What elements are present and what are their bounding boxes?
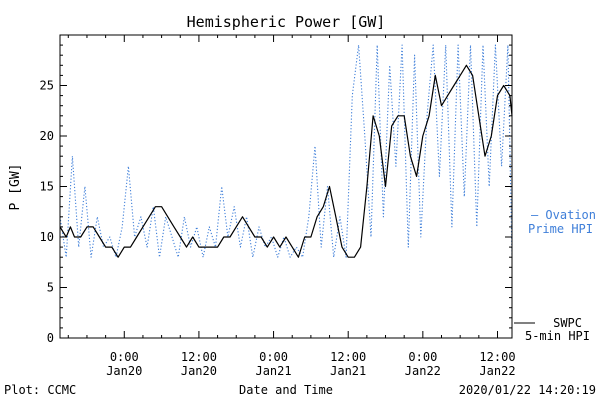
y-axis: 0 5 10 15 20 25 <box>40 35 512 345</box>
x-tick-label-date: Jan20 <box>106 364 142 378</box>
legend-ovation-line1: — Ovation <box>531 208 596 222</box>
series-line-ovation-prime-hpi <box>60 45 512 257</box>
x-tick-label-date: Jan22 <box>479 364 515 378</box>
x-axis: 0:00Jan2012:00Jan200:00Jan2112:00Jan210:… <box>68 35 515 378</box>
x-tick-label-time: 0:00 <box>259 350 288 364</box>
y-tick-label: 25 <box>40 79 54 93</box>
legend-swpc-line1: SWPC <box>553 316 582 330</box>
y-tick-label: 15 <box>40 180 54 194</box>
x-tick-label-time: 12:00 <box>479 350 515 364</box>
footer-timestamp: 2020/01/22 14:20:19 <box>459 383 596 397</box>
x-tick-label-date: Jan21 <box>255 364 291 378</box>
y-tick-label: 0 <box>47 331 54 345</box>
legend-swpc-line2: 5-min HPI <box>525 329 590 343</box>
footer-source: Plot: CCMC <box>4 383 76 397</box>
y-tick-label: 5 <box>47 281 54 295</box>
chart-title: Hemispheric Power [GW] <box>187 13 386 31</box>
x-tick-label-time: 0:00 <box>110 350 139 364</box>
x-tick-label-date: Jan21 <box>330 364 366 378</box>
legend-ovation-line2: Prime HPI <box>528 222 593 236</box>
y-axis-label: P [GW] <box>8 164 23 211</box>
x-tick-label-time: 0:00 <box>408 350 437 364</box>
x-tick-label-date: Jan20 <box>181 364 217 378</box>
x-tick-label-date: Jan22 <box>405 364 441 378</box>
series-layer <box>60 45 512 257</box>
y-tick-label: 20 <box>40 129 54 143</box>
y-tick-label: 10 <box>40 230 54 244</box>
series-line-swpc-5min-hpi <box>60 65 512 257</box>
x-tick-label-time: 12:00 <box>181 350 217 364</box>
x-axis-label: Date and Time <box>239 383 333 397</box>
x-tick-label-time: 12:00 <box>330 350 366 364</box>
